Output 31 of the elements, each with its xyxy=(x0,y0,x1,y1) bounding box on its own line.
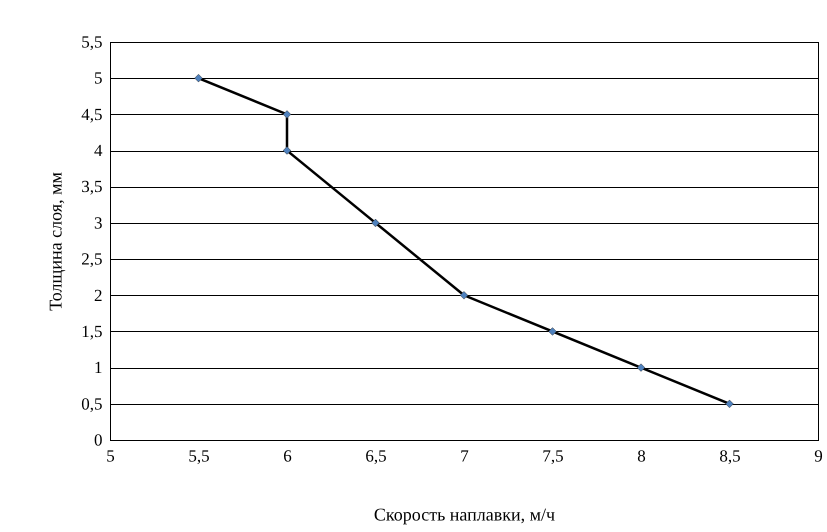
x-tick-label: 8,5 xyxy=(719,446,741,466)
point xyxy=(194,74,203,82)
y-tick-label: 5 xyxy=(94,68,102,88)
point xyxy=(282,110,292,118)
x-tick-label: 7 xyxy=(460,446,470,466)
point xyxy=(725,400,734,408)
point xyxy=(636,364,646,372)
point xyxy=(371,218,380,228)
x-tick-label: 6,5 xyxy=(365,446,387,466)
y-tick-label: 0,5 xyxy=(81,394,102,414)
y-tick-label: 3 xyxy=(94,213,102,232)
x-tick-label: 6 xyxy=(283,446,292,466)
y-axis-title: Толщина слоя, мм xyxy=(45,172,66,311)
y-tick-label: 0 xyxy=(94,430,102,450)
x-tick-label: 5 xyxy=(106,446,115,466)
x-tick-label: 7,5 xyxy=(542,446,564,466)
point xyxy=(548,327,557,336)
x-tick-label: 8 xyxy=(637,446,646,466)
x-tick-label: 9 xyxy=(814,446,823,466)
point xyxy=(460,291,468,300)
y-tick-label: 5,5 xyxy=(81,32,102,52)
y-tick-label: 4 xyxy=(94,141,103,160)
y-tick-label: 1,5 xyxy=(81,322,102,341)
y-tick-label: 2 xyxy=(94,286,102,305)
x-axis-title: Скорость наплавки, м/ч xyxy=(374,504,556,524)
y-tick-label: 4,5 xyxy=(81,104,102,124)
y-tick-label: 1 xyxy=(94,358,102,378)
y-tick-label: 3,5 xyxy=(81,177,102,196)
y-tick-label: 2,5 xyxy=(81,250,102,269)
x-tick-label: 5,5 xyxy=(188,446,210,466)
point xyxy=(282,146,292,155)
